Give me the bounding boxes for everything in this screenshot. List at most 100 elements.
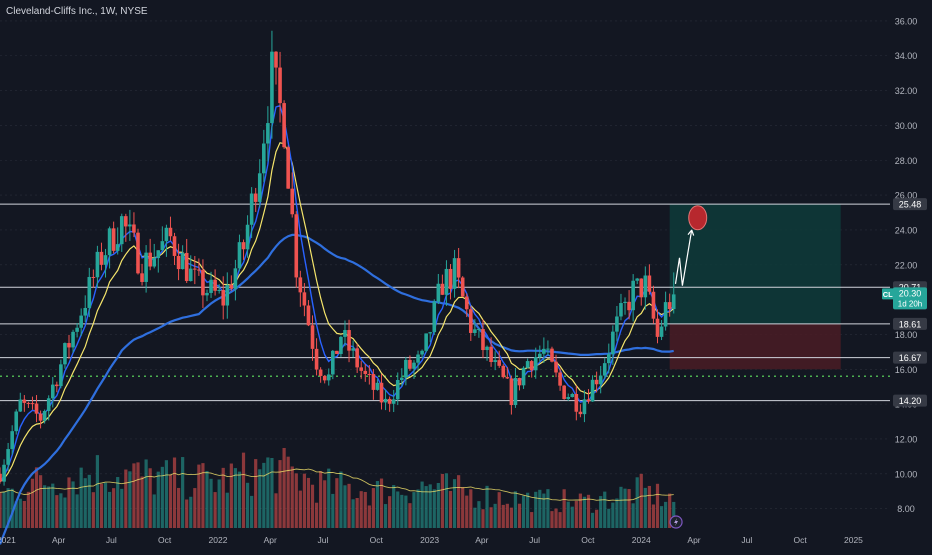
volume-ma-line — [0, 468, 674, 501]
volume-bar-142 — [574, 500, 578, 528]
candle-body — [229, 284, 234, 289]
candle-body — [30, 403, 35, 405]
candle-body — [63, 343, 67, 365]
candle-41 — [164, 224, 169, 257]
candle-30 — [119, 213, 124, 252]
candle-body — [554, 361, 558, 373]
candle-body — [71, 331, 75, 348]
candle-135 — [546, 340, 550, 356]
volume-bar-120 — [485, 485, 489, 528]
volume-bar-24 — [95, 455, 100, 528]
candle-166 — [671, 272, 676, 314]
candle-35 — [140, 263, 144, 286]
candle-114 — [460, 276, 465, 298]
candle-body — [363, 370, 368, 374]
volume-bar-138 — [558, 512, 562, 528]
x-tick-label-12: 2024 — [632, 535, 651, 545]
candle-122 — [493, 351, 497, 371]
volume-bar-62 — [250, 495, 254, 528]
y-tick-label-13: 8.00 — [897, 504, 915, 514]
candle-164 — [663, 291, 668, 331]
volume-bar-102 — [412, 492, 416, 528]
candle-body — [562, 385, 566, 399]
candle-body — [184, 252, 189, 282]
volume-bar-161 — [651, 504, 656, 528]
candle-125 — [505, 367, 510, 380]
candle-156 — [631, 274, 635, 322]
candle-47 — [188, 255, 193, 282]
candle-119 — [481, 319, 485, 358]
volume-bar-93 — [375, 481, 380, 528]
candle-33 — [132, 212, 136, 238]
volume-bar-156 — [631, 503, 635, 528]
volume-bar-57 — [229, 463, 233, 528]
volume-bar-73 — [294, 473, 298, 528]
candle-42 — [168, 216, 173, 241]
candle-51 — [205, 289, 209, 302]
candle-107 — [432, 299, 437, 336]
volume-bar-74 — [298, 490, 302, 528]
candle-body — [533, 357, 538, 371]
volume-bar-118 — [477, 501, 481, 528]
x-tick-label-11: Oct — [581, 535, 595, 545]
y-tick-label-4: 28.00 — [895, 156, 918, 166]
volume-bar-124 — [501, 504, 505, 528]
volume-bar-127 — [513, 491, 518, 528]
candle-50 — [201, 259, 205, 309]
volume-bar-18 — [71, 481, 75, 528]
candle-108 — [436, 273, 441, 305]
candle-143 — [578, 404, 583, 418]
candle-body — [136, 232, 140, 274]
volume-bar-13 — [51, 483, 55, 528]
volume-bar-99 — [400, 494, 404, 528]
candle-body — [14, 411, 19, 432]
candle-49 — [197, 258, 201, 276]
candle-120 — [485, 345, 489, 361]
volume-bar-28 — [112, 488, 116, 528]
candle-body — [371, 374, 376, 390]
candle-body — [525, 361, 530, 368]
candle-body — [55, 384, 59, 387]
candle-body — [509, 378, 514, 406]
x-tick-label-3: Oct — [158, 535, 172, 545]
candle-body — [663, 302, 668, 327]
candle-72 — [290, 172, 295, 218]
volume-bar-14 — [55, 495, 59, 528]
candle-body — [262, 143, 266, 174]
candle-body — [331, 350, 335, 375]
candle-145 — [586, 389, 591, 404]
stop-loss-zone — [669, 323, 841, 370]
candle-157 — [635, 277, 640, 285]
candle-98 — [395, 372, 400, 406]
candle-56 — [225, 272, 230, 319]
candle-15 — [59, 359, 63, 389]
volume-bar-126 — [509, 507, 513, 528]
candle-89 — [359, 361, 364, 379]
level-label-bg-2 — [893, 317, 927, 330]
candle-body — [582, 399, 587, 415]
candle-71 — [286, 145, 290, 189]
candle-83 — [335, 350, 339, 355]
volume-bar-53 — [213, 492, 217, 528]
candle-body — [501, 365, 506, 378]
volume-bar-166 — [672, 501, 676, 528]
target-circle-marker — [688, 205, 708, 231]
candle-24 — [95, 245, 100, 289]
volume-bar-63 — [254, 459, 258, 528]
candle-body — [452, 258, 457, 289]
candle-body — [432, 301, 437, 333]
volume-bar-91 — [367, 505, 371, 528]
volume-bar-113 — [457, 475, 461, 528]
candle-34 — [136, 228, 140, 275]
candle-body — [310, 325, 315, 349]
candle-105 — [424, 333, 428, 353]
candle-body — [322, 375, 327, 381]
candle-body — [505, 377, 510, 379]
y-tick-label-1: 34.00 — [895, 51, 918, 61]
candle-112 — [452, 249, 457, 298]
volume-bar-29 — [116, 477, 120, 528]
candle-body — [566, 397, 571, 399]
volume-bar-134 — [542, 493, 546, 528]
candle-81 — [326, 368, 331, 386]
